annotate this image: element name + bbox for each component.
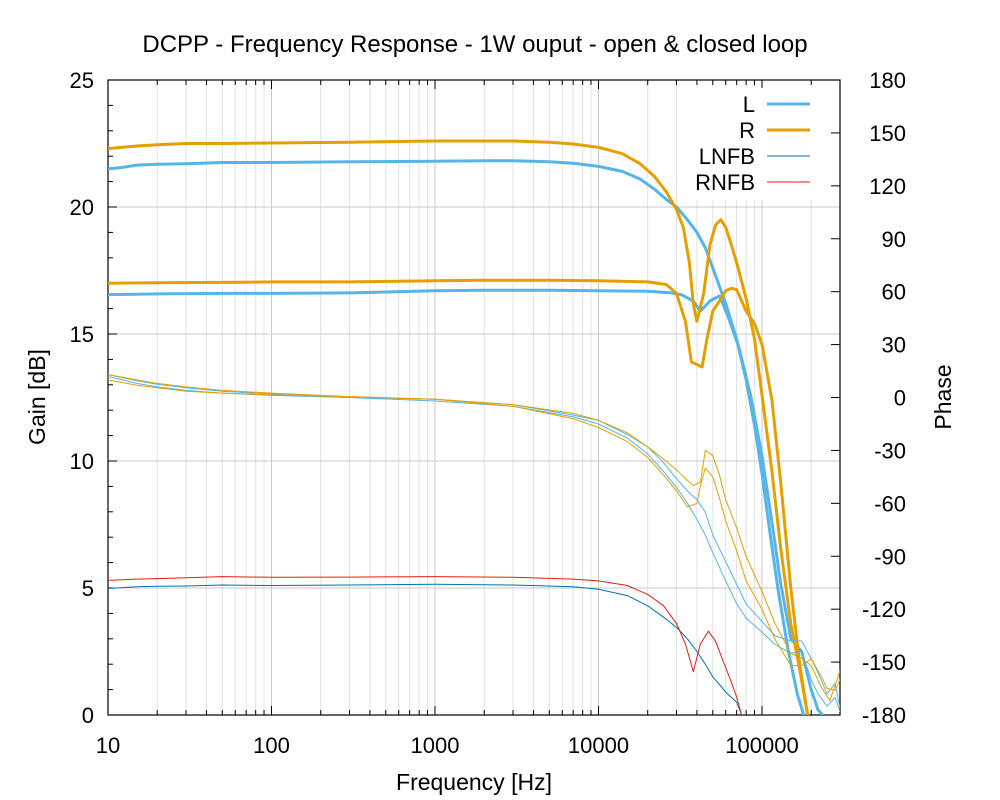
x-tick-label: 100000 [725,733,798,758]
ticks: 0 5 10 15 20 25 10 100 1000 10000 100000 -180 -150 -1… [70,68,906,758]
series-line-r-y-3 [108,278,810,715]
y2-axis-title: Phase [930,364,956,429]
series-line-rnfb-y-9 [108,576,743,715]
y2-tick-label: 180 [869,68,906,93]
y2-tick-label: -180 [862,703,906,728]
series-line-l-y2-5 [108,374,840,709]
y2-tick-label: -30 [874,438,906,463]
x-tick-label: 1000 [411,733,460,758]
y2-tick-label: 30 [882,333,906,358]
y2-tick-label: 120 [869,174,906,199]
y2-tick-label: -90 [874,544,906,569]
x-tick-label: 10 [96,733,120,758]
legend-background [680,88,815,200]
series-line-l-y-0 [108,159,806,715]
y-tick-label: 25 [70,68,94,93]
x-axis-title: Frequency [Hz] [396,769,552,795]
series [108,139,840,715]
y-tick-label: 20 [70,195,94,220]
series-line-r-y2-7 [108,379,840,691]
y2-tick-label: 150 [869,121,906,146]
legend-label-r: R [739,118,755,143]
series-line-l-y2-4 [108,375,840,712]
x-tick-label: 10000 [568,733,629,758]
y2-tick-label: 0 [894,386,906,411]
y2-tick-label: 90 [882,227,906,252]
legend-label-rnfb: RNFB [695,170,755,195]
y-tick-label: 5 [82,576,94,601]
series-line-r-y2-6 [108,374,840,702]
y-tick-label: 0 [82,703,94,728]
series-line-lnfb-y-8 [108,583,743,715]
y-axis-title: Gain [dB] [24,349,50,445]
x-tick-label: 100 [253,733,290,758]
series-line-r-y-2 [108,139,810,715]
legend-label-lnfb: LNFB [699,144,755,169]
series-line-l-y-1 [108,288,825,715]
y2-tick-label: 60 [882,280,906,305]
y2-tick-label: -120 [862,597,906,622]
y2-tick-label: -150 [862,650,906,675]
chart-title: DCPP - Frequency Response - 1W ouput - o… [142,31,807,58]
y-tick-label: 15 [70,322,94,347]
y2-tick-label: -60 [874,491,906,516]
legend-label-l: L [743,92,755,117]
y-tick-label: 10 [70,449,94,474]
